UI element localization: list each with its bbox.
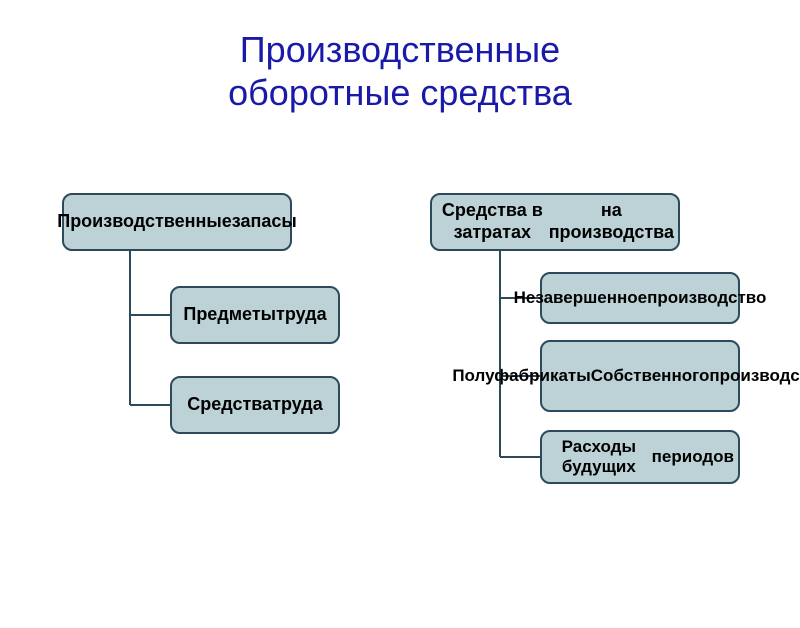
right-child-1: ПолуфабрикатыСобственногопроизводства xyxy=(540,340,740,412)
left-child-1: Средстватруда xyxy=(170,376,340,434)
connector-lines xyxy=(0,28,800,628)
left-child-0: Предметытруда xyxy=(170,286,340,344)
right-child-0: Незавершенноепроизводство xyxy=(540,272,740,324)
right-child-2: Расходы будущихпериодов xyxy=(540,430,740,484)
left-root: Производственныезапасы xyxy=(62,193,292,251)
diagram-area: Производственныезапасы Предметытруда Средс… xyxy=(0,28,800,628)
right-root: Средства в затратахна производства xyxy=(430,193,680,251)
